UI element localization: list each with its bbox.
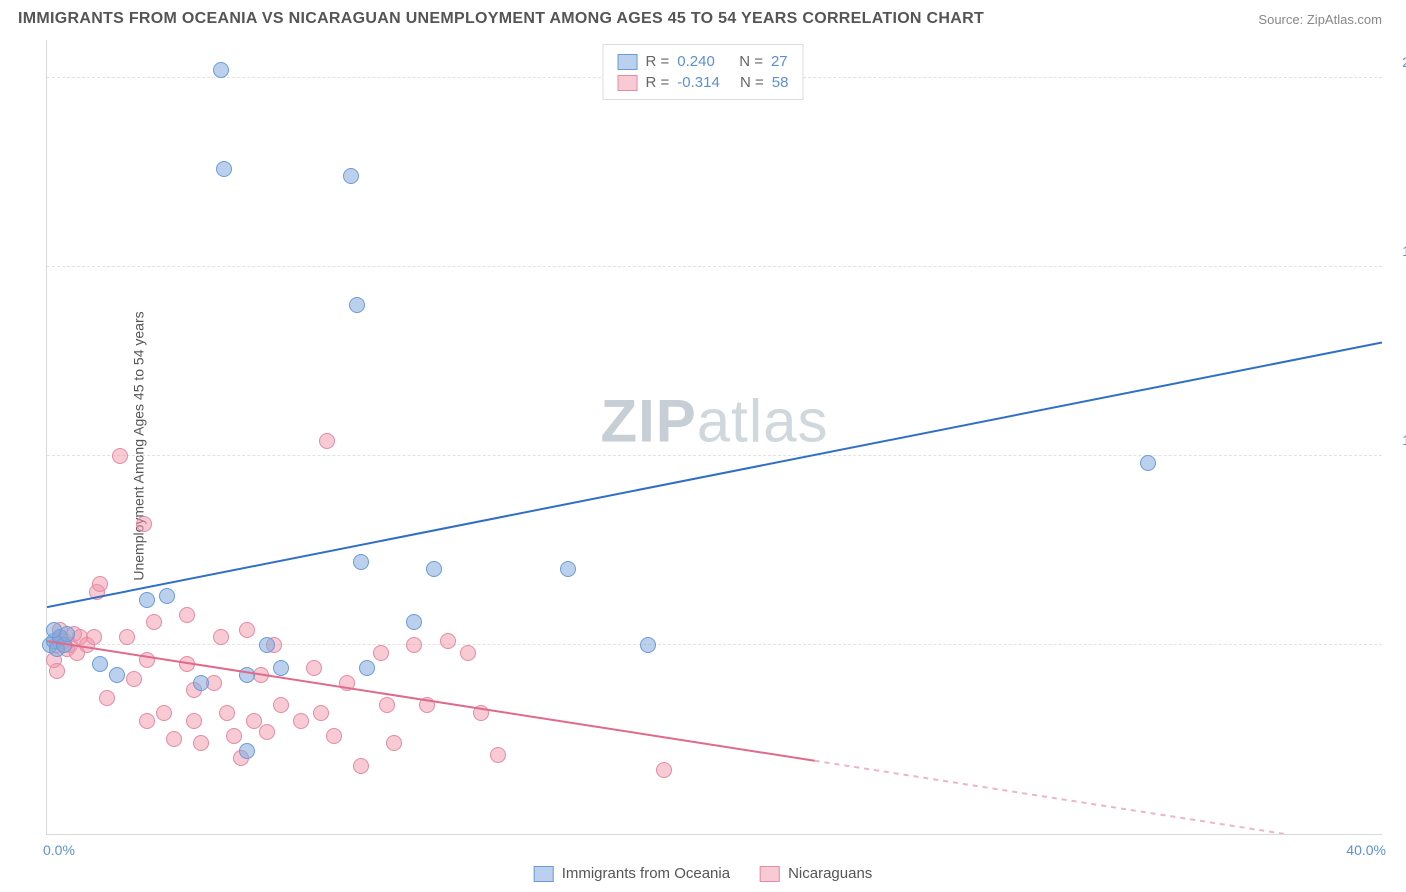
gridline [47,266,1382,267]
gridline [47,455,1382,456]
scatter-point-b [373,645,389,661]
scatter-point-b [156,705,172,721]
plot-area: ZIPatlas 0.0% 40.0% 5.0%10.0%15.0%20.0% [46,40,1382,835]
scatter-point-b [319,433,335,449]
legend-item-b: Nicaraguans [760,865,872,882]
r-value-a: 0.240 [677,53,715,70]
scatter-point-a [59,626,75,642]
scatter-point-b [92,576,108,592]
gridline [47,644,1382,645]
scatter-point-b [119,629,135,645]
scatter-point-a [213,62,229,78]
legend-correlation: R = 0.240 N = 27 R = -0.314 N = 58 [603,44,804,100]
scatter-point-b [139,652,155,668]
scatter-point-a [109,667,125,683]
scatter-point-a [273,660,289,676]
scatter-point-b [112,448,128,464]
scatter-point-b [226,728,242,744]
scatter-point-b [259,724,275,740]
x-axis-max-label: 40.0% [1346,842,1386,858]
legend-row-b: R = -0.314 N = 58 [618,72,789,93]
scatter-point-b [86,629,102,645]
source-label: Source: [1258,12,1303,27]
scatter-point-b [293,713,309,729]
r-label: R = [646,74,670,91]
scatter-point-b [313,705,329,721]
y-axis-tick-label: 20.0% [1388,54,1406,70]
scatter-point-b [490,747,506,763]
scatter-point-b [146,614,162,630]
scatter-point-b [656,762,672,778]
scatter-point-a [239,743,255,759]
source-link[interactable]: ZipAtlas.com [1307,12,1382,27]
scatter-point-a [139,592,155,608]
scatter-point-a [343,168,359,184]
scatter-point-b [139,713,155,729]
n-value-a: 27 [771,53,788,70]
scatter-point-a [239,667,255,683]
scatter-point-a [426,561,442,577]
scatter-point-b [440,633,456,649]
scatter-point-a [92,656,108,672]
scatter-point-b [306,660,322,676]
y-axis-tick-label: 5.0% [1388,621,1406,637]
scatter-point-b [473,705,489,721]
scatter-point-b [193,735,209,751]
legend-item-a: Immigrants from Oceania [534,865,730,882]
y-axis-tick-label: 15.0% [1388,243,1406,259]
scatter-point-b [339,675,355,691]
chart-title: IMMIGRANTS FROM OCEANIA VS NICARAGUAN UN… [18,10,984,28]
scatter-point-b [406,637,422,653]
scatter-point-a [359,660,375,676]
legend-label-a: Immigrants from Oceania [562,865,730,882]
scatter-point-b [49,663,65,679]
scatter-point-b [386,735,402,751]
scatter-point-b [419,697,435,713]
legend-swatch-b [760,866,780,882]
x-axis-min-label: 0.0% [43,842,75,858]
scatter-point-b [460,645,476,661]
scatter-point-a [406,614,422,630]
watermark: ZIPatlas [600,387,828,456]
scatter-point-b [99,690,115,706]
watermark-atlas: atlas [697,388,829,455]
scatter-point-b [379,697,395,713]
scatter-point-b [126,671,142,687]
scatter-point-b [239,622,255,638]
scatter-point-b [179,607,195,623]
scatter-point-b [166,731,182,747]
scatter-point-a [349,297,365,313]
scatter-point-a [216,161,232,177]
r-value-b: -0.314 [677,74,720,91]
scatter-point-b [136,516,152,532]
scatter-point-b [353,758,369,774]
n-label: N = [740,74,764,91]
scatter-point-a [1140,455,1156,471]
scatter-point-a [159,588,175,604]
scatter-point-b [246,713,262,729]
legend-swatch-b [618,75,638,91]
watermark-zip: ZIP [600,388,696,455]
scatter-point-b [273,697,289,713]
scatter-point-a [560,561,576,577]
n-value-b: 58 [772,74,789,91]
scatter-point-a [259,637,275,653]
scatter-point-a [640,637,656,653]
legend-swatch-a [534,866,554,882]
legend-row-a: R = 0.240 N = 27 [618,51,789,72]
r-label: R = [646,53,670,70]
scatter-point-a [193,675,209,691]
scatter-point-b [186,713,202,729]
legend-label-b: Nicaraguans [788,865,872,882]
scatter-point-a [353,554,369,570]
scatter-point-b [219,705,235,721]
y-axis-tick-label: 10.0% [1388,432,1406,448]
legend-series: Immigrants from Oceania Nicaraguans [524,861,883,886]
legend-swatch-a [618,54,638,70]
scatter-point-b [213,629,229,645]
scatter-point-b [326,728,342,744]
scatter-point-b [179,656,195,672]
source-credit: Source: ZipAtlas.com [1258,12,1382,27]
n-label: N = [739,53,763,70]
